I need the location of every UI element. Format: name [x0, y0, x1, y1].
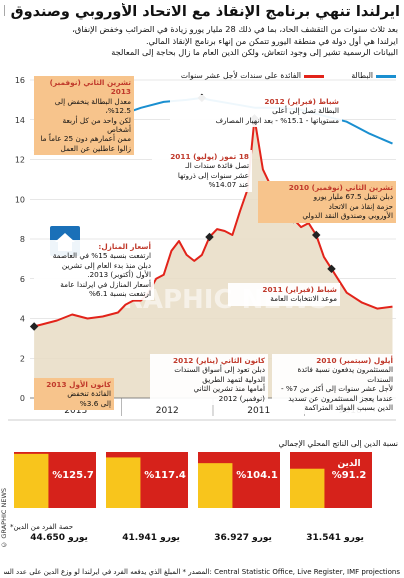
y-tick-label: 0	[20, 394, 25, 403]
callout-line: إلى 3.6%	[79, 398, 111, 408]
debt-bar	[14, 453, 49, 508]
debt-bar	[290, 468, 325, 508]
callout-heading: أسعار المنازل:	[98, 242, 151, 251]
event-marker	[311, 230, 321, 240]
callout-heading: كانون الأول 2013	[46, 380, 111, 389]
x-tick-label: 2011	[247, 406, 270, 416]
callout-line: عندما يعجز المستثمرون عن تسديد	[288, 393, 393, 403]
callout-line: تصل فائدة سندات الـ	[185, 161, 249, 171]
callout-line: مستوياتها - 15.1% - بعد انهيار المصارف	[215, 115, 339, 125]
callout-line: ممن أعمارهم دون 25 عاماً ما	[40, 134, 131, 144]
per-capita-label: 44.650 يورو	[30, 533, 88, 543]
debt-bar	[106, 457, 141, 508]
intro-text: بعد ثلاث سنوات من التقشف الحاد، بما في ذ…	[6, 24, 398, 59]
per-capita-label: 41.941 يورو	[122, 533, 180, 543]
per-capita-footnote: حصة الفرد من الدين*	[10, 523, 74, 531]
legend-bond-yield-swatch	[304, 74, 324, 78]
callout-heading: شباط (فبراير) 2011	[262, 285, 337, 294]
debt-chart-subtitle: نسبة الدين إلى الناتج المحلي الإجمالي	[278, 439, 398, 448]
callout-line: دبلن منذ بدء العام إلى تشرين	[61, 260, 151, 270]
callout-line: دبلن تعود إلى أسواق السندات	[174, 365, 265, 375]
y-tick-label: 4	[20, 315, 25, 324]
debt-value-label: %104.1	[236, 470, 278, 481]
callout-line: معدل البطالة ينخفض إلى 12.5%،	[54, 96, 131, 116]
intro-line: بعد ثلاث سنوات من التقشف الحاد، بما في ذ…	[72, 24, 398, 34]
callout-line: حزمة إنقاذ من الاتحاد	[328, 201, 393, 211]
legend-unemployment: البطالة	[351, 71, 396, 80]
callout-line: الدولية لتمهد الطريق	[202, 374, 265, 384]
callout-dec2013: كانون الأول 2013 الفائدة تنخفض إلى 3.6%	[34, 378, 114, 411]
per-capita-label: 31.541 يورو	[306, 533, 364, 543]
callout-line: زالوا عاطلين عن العمل	[60, 143, 131, 153]
legend-unemployment-swatch	[376, 74, 396, 78]
y-tick-label: 10	[15, 195, 25, 204]
callout-line: عشر سنوات إلى ذروتها	[177, 170, 249, 180]
callout-feb2012: شباط (فبراير) 2012 البطالة تصل إلى أعلى مس…	[170, 95, 342, 128]
callout-line: ارتفعت بنسبة 15% في العاصمة	[52, 251, 151, 261]
callout-heading: تشرين الثاني (نوفمبر) 2013	[49, 78, 131, 97]
callout-line: دبلن تقبل 67.5 مليار يورو	[313, 192, 393, 202]
callout-heading: 18 تموز (يوليو) 2011	[170, 152, 249, 161]
y-tick-label: 6	[20, 275, 25, 284]
callout-line: أسعار المنازل في ايرلندا عامة	[60, 279, 151, 289]
callout-nov2013: تشرين الثاني (نوفمبر) 2013 معدل البطالة ي…	[34, 76, 134, 156]
y-tick-label: 2	[20, 354, 25, 363]
intro-line: البيانات الرسمية تشير إلى وجود انتعاش، و…	[111, 47, 398, 57]
page-title: ايرلندا تنهي برنامج الإنقاذ مع الاتحاد ا…	[4, 4, 400, 20]
legend-unemployment-label: البطالة	[351, 71, 373, 80]
x-tick-label: 2012	[156, 406, 179, 416]
y-tick-label: 14	[15, 116, 25, 125]
callout-jan2012: كانون الثاني (يناير) 2012 دبلن تعود إلى أ…	[150, 354, 268, 406]
y-tick-label: 16	[15, 76, 25, 85]
legend-bond-yield: الفائدة على سندات لأجل عشر سنوات	[181, 71, 324, 80]
side-credit: © GRAPHIC NEWS	[0, 488, 8, 549]
callout-nov2010: تشرين الثاني (نوفمبر) 2010 دبلن تقبل 67.5…	[258, 181, 396, 223]
callout-line: لأجل عشر سنوات إلى أكثر من 7% -	[280, 384, 393, 394]
callout-sep2010: أيلول (سبتمبر) 2010 المستثمرون يدفعون نسب…	[272, 354, 396, 415]
source-note: Central Statistic Office, Live Register,…	[4, 568, 400, 576]
callout-heading: شباط (فبراير) 2012	[264, 97, 339, 106]
debt-value-label: %91.2	[332, 470, 367, 481]
bond-yield-line	[33, 117, 393, 328]
callout-line: (نوفمبر) 2012	[218, 393, 265, 403]
callout-heading: تشرين الثاني (نوفمبر) 2010	[288, 183, 393, 192]
debt-bar	[198, 463, 233, 508]
callout-line: الأوروبي وصندوق النقد الدولي	[302, 211, 393, 221]
event-marker	[29, 322, 39, 331]
per-capita-label: 36.927 يورو	[214, 533, 272, 543]
x-tick-label: 2013	[64, 406, 87, 416]
intro-line: ايرلندا هي أول دولة في منطقة اليورو تتمك…	[145, 35, 398, 46]
callout-line: الدين بسبب الفوائد المتراكمة	[304, 403, 393, 413]
bond-yield-area	[34, 118, 393, 399]
callout-line: البطالة تصل إلى أعلى	[272, 106, 339, 116]
debt-value-label: %117.4	[144, 470, 186, 481]
callout-line: الأول (أكتوبر) 2013.	[87, 270, 151, 280]
event-marker	[205, 232, 214, 242]
callout-line: لكن واحد من كل أربعة أشخاص	[62, 115, 131, 135]
callout-heading: كانون الثاني (يناير) 2012	[173, 356, 265, 365]
debt-value-label: %125.7	[52, 470, 94, 481]
callout-line: موعد الانتخابات العامة	[270, 294, 337, 304]
callout-heading: أيلول (سبتمبر) 2010	[316, 356, 393, 365]
callout-line: المستثمرون يدفعون نسبة فائدة السندات	[297, 365, 393, 384]
callout-line: أمامها منذ تشرين الثاني	[193, 384, 266, 394]
callout-jul2011: 18 تموز (يوليو) 2011 تصل فائدة سندات الـ ع…	[152, 150, 252, 192]
callout-feb2011: شباط (فبراير) 2011 موعد الانتخابات العامة	[228, 283, 340, 306]
y-tick-label: 12	[15, 156, 25, 165]
event-marker	[327, 264, 336, 274]
y-tick-label: 8	[20, 235, 25, 244]
callout-line: ارتفعت بنسبة 6.1%	[88, 289, 151, 299]
legend-bond-yield-label: الفائدة على سندات لأجل عشر سنوات	[180, 71, 301, 80]
callout-housing: أسعار المنازل: ارتفعت بنسبة 15% في العاصم…	[34, 240, 154, 301]
callout-line: عند 14.07%	[208, 180, 249, 190]
callout-line: الفائدة تنخفض	[67, 389, 111, 399]
debt-label: الدين	[337, 459, 360, 469]
